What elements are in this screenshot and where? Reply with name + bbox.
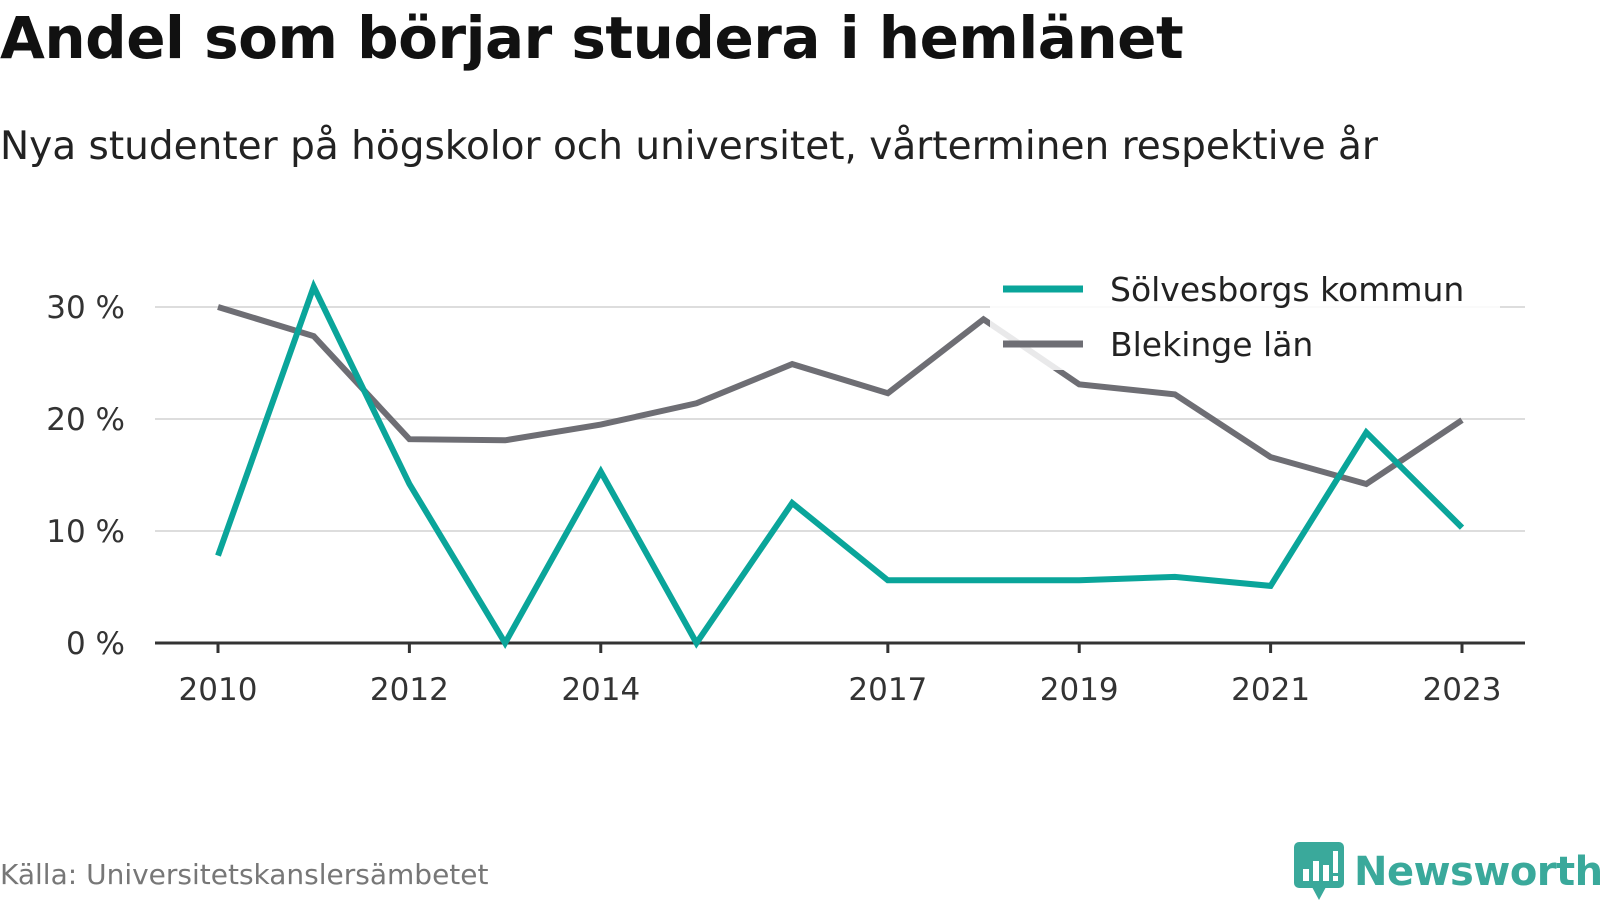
- source-note: Källa: Universitetskanslersämbetet: [0, 858, 489, 891]
- axes: 0 % 10 % 20 % 30 % 2010 2012 2014 2017 2019 2021 2…: [46, 290, 1525, 708]
- bar-chart-speech-bubble-icon: [1294, 842, 1344, 900]
- x-tick-label: 2021: [1231, 672, 1310, 708]
- chart-title: Andel som börjar studera i hemlänet: [0, 4, 1184, 72]
- y-tick-label: 0 %: [66, 626, 125, 662]
- x-tick-label: 2012: [370, 672, 449, 708]
- y-tick-label: 30 %: [46, 290, 125, 326]
- x-tick-label: 2010: [179, 672, 258, 708]
- legend-label: Blekinge län: [1110, 325, 1313, 364]
- series-line-2: [217, 304, 1464, 488]
- y-tick-label: 10 %: [46, 514, 125, 550]
- y-tick-label: 20 %: [46, 402, 125, 438]
- legend-background: [990, 262, 1500, 370]
- x-tick-label: 2023: [1423, 672, 1502, 708]
- chart-subtitle: Nya studenter på högskolor och universit…: [0, 124, 1378, 169]
- brand-name: Newsworthy: [1354, 849, 1600, 895]
- series-lines: [215, 279, 1465, 649]
- legend: Sölvesborgs kommun Blekinge län: [990, 262, 1500, 370]
- x-tick-label: 2014: [561, 672, 640, 708]
- legend-label: Sölvesborgs kommun: [1110, 270, 1464, 309]
- series-line-1: [215, 279, 1465, 649]
- x-tick-label: 2017: [848, 672, 927, 708]
- x-tick-label: 2019: [1040, 672, 1119, 708]
- brand-logo: Newsworthy: [1294, 842, 1600, 902]
